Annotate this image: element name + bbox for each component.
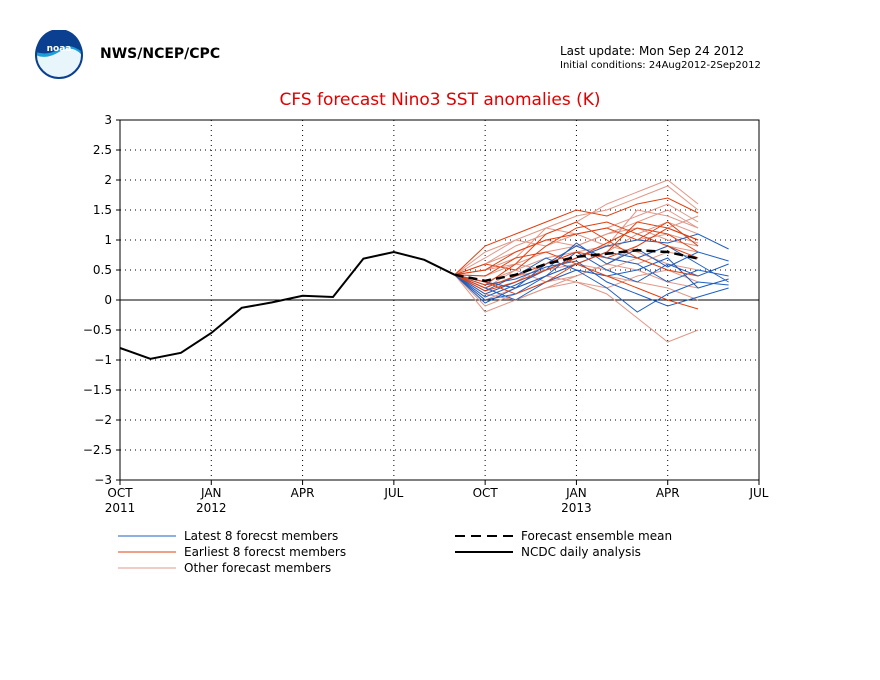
y-tick-label: −2.5 (83, 443, 112, 457)
chart-title: CFS forecast Nino3 SST anomalies (K) (279, 90, 601, 110)
legend-label: Other forecast members (184, 561, 331, 575)
y-tick-label: −1 (94, 353, 112, 367)
x-tick-year-label: 2011 (105, 501, 136, 515)
y-tick-label: −0.5 (83, 323, 112, 337)
y-tick-label: 2.5 (93, 143, 112, 157)
legend-label: Latest 8 forecst members (184, 529, 338, 543)
legend-label: Earliest 8 forecst members (184, 545, 346, 559)
y-tick-label: 0.5 (93, 263, 112, 277)
forecast-member-line (454, 197, 699, 276)
x-tick-label: APR (291, 486, 315, 500)
x-tick-label: OCT (107, 486, 133, 500)
forecast-member-line (454, 251, 729, 301)
forecast-member-line (454, 269, 699, 301)
x-tick-label: JAN (200, 486, 222, 500)
y-tick-label: −1.5 (83, 383, 112, 397)
logo-wordmark: noaa (47, 44, 72, 54)
forecast-member-line (454, 227, 699, 292)
initial-conditions-text: Initial conditions: 24Aug2012-2Sep2012 (560, 60, 761, 71)
x-tick-year-label: 2013 (561, 501, 592, 515)
legend-label: NCDC daily analysis (521, 545, 641, 559)
agency-label: NWS/NCEP/CPC (100, 46, 221, 62)
forecast-member-line (454, 221, 699, 277)
forecast-member-line (454, 185, 699, 276)
y-tick-label: 1 (104, 233, 112, 247)
y-tick-label: 3 (104, 113, 112, 127)
y-tick-label: 0 (104, 293, 112, 307)
forecast-member-line (454, 227, 699, 289)
x-tick-label: APR (656, 486, 680, 500)
forecast-member-line (454, 221, 699, 276)
forecast-member-line (454, 242, 729, 298)
forecast-member-line (454, 221, 699, 276)
y-tick-label: 1.5 (93, 203, 112, 217)
y-tick-label: −3 (94, 473, 112, 487)
observed-line (119, 250, 456, 360)
x-tick-year-label: 2012 (196, 501, 227, 515)
forecast-member-line (454, 245, 729, 289)
last-update-text: Last update: Mon Sep 24 2012 (560, 44, 745, 58)
x-tick-label: JUL (748, 486, 768, 500)
y-tick-label: 2 (104, 173, 112, 187)
x-tick-label: OCT (473, 486, 499, 500)
forecast-member-line (454, 269, 729, 313)
forecast-member-line (454, 221, 699, 286)
noaa-logo: noaa (34, 29, 84, 80)
x-tick-label: JUL (383, 486, 403, 500)
y-tick-label: −2 (94, 413, 112, 427)
legend-label: Forecast ensemble mean (521, 529, 672, 543)
x-tick-label: JAN (565, 486, 587, 500)
